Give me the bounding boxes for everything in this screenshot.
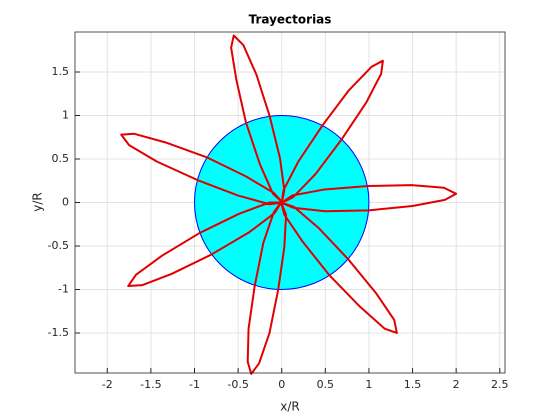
y-tick-label: -0.5 [48,239,69,252]
x-tick-label: -1.5 [140,378,161,391]
x-tick-label: 0.5 [317,378,335,391]
x-tick-label: 2 [453,378,460,391]
x-tick-label: 0 [278,378,285,391]
y-tick-label: 1 [62,109,69,122]
x-tick-label: -1 [189,378,200,391]
chart-title: Trayectorias [249,13,332,27]
y-axis-label: y/R [31,192,45,211]
y-tick-label: -1 [58,282,69,295]
x-tick-label: 1.5 [404,378,422,391]
y-tick-label: -1.5 [48,326,69,339]
x-tick-label: 1 [365,378,372,391]
trajectory [120,34,458,375]
x-tick-label: 2.5 [491,378,509,391]
y-tick-label: 0 [62,196,69,209]
axes-box [74,31,506,374]
y-tick-label: 1.5 [52,65,70,78]
y-tick-label: 0.5 [52,152,70,165]
x-tick-label: -2 [102,378,113,391]
x-tick-label: -0.5 [227,378,248,391]
x-axis-label: x/R [280,400,299,414]
